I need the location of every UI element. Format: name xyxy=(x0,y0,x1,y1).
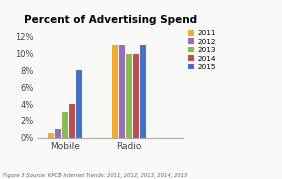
Bar xyxy=(62,112,69,138)
Text: Figure 3 Source: KPCB Internet Trends: 2011, 2012, 2013, 2014, 2015: Figure 3 Source: KPCB Internet Trends: 2… xyxy=(3,173,187,178)
Bar xyxy=(133,54,139,138)
Bar xyxy=(112,45,118,138)
Bar xyxy=(140,45,146,138)
Legend: 2011, 2012, 2013, 2014, 2015: 2011, 2012, 2013, 2014, 2015 xyxy=(188,30,215,70)
Bar xyxy=(69,104,75,138)
Bar xyxy=(126,54,132,138)
Bar xyxy=(76,71,82,138)
Bar xyxy=(119,45,125,138)
Bar xyxy=(48,133,54,138)
Bar xyxy=(55,129,61,138)
Title: Percent of Advertising Spend: Percent of Advertising Spend xyxy=(24,15,197,25)
